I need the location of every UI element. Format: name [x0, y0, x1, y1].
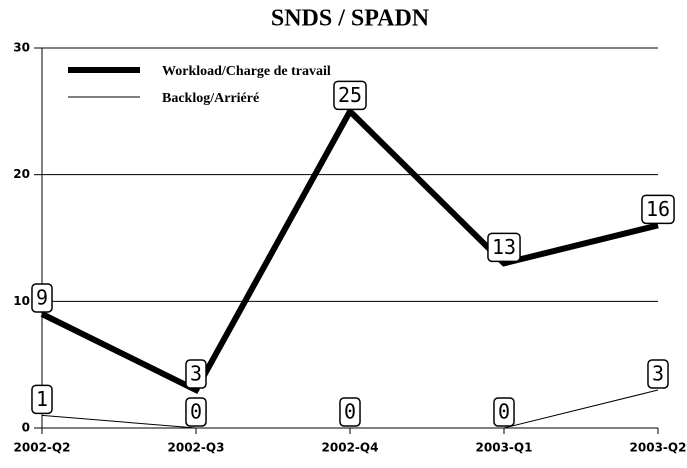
data-label-box	[185, 397, 207, 427]
x-tick-label: 2003-Q1	[476, 441, 533, 455]
y-tick-label: 0	[22, 421, 30, 435]
data-label-text: 0	[190, 400, 202, 424]
data-label-box	[333, 80, 367, 111]
data-label-text: 0	[498, 400, 510, 424]
data-label: 25	[333, 80, 367, 111]
data-label-box	[647, 359, 669, 389]
data-label-text: 1	[36, 387, 48, 411]
data-label-box	[487, 232, 521, 263]
legend-label: Backlog/Arriéré	[162, 91, 259, 106]
y-tick-label: 30	[13, 41, 30, 55]
x-tick-label: 2002-Q2	[14, 441, 71, 455]
data-label: 0	[339, 397, 361, 427]
data-label-text: 16	[646, 197, 670, 221]
data-label-box	[31, 283, 53, 313]
data-label: 16	[641, 194, 675, 225]
data-label: 9	[31, 283, 53, 313]
data-label-box	[493, 397, 515, 427]
y-tick-label: 10	[13, 294, 30, 308]
legend-label: Workload/Charge de travail	[162, 64, 331, 79]
data-label: 13	[487, 232, 521, 263]
series-line	[40, 106, 659, 394]
data-label: 3	[185, 359, 207, 389]
data-label: 0	[185, 397, 207, 427]
chart-title: SNDS / SPADN	[271, 6, 430, 32]
data-label-text: 3	[190, 362, 202, 386]
data-label-box	[185, 359, 207, 389]
data-label-text: 0	[344, 400, 356, 424]
data-label-box	[641, 194, 675, 225]
series-line	[41, 389, 659, 429]
data-label: 0	[493, 397, 515, 427]
data-label-text: 25	[338, 83, 362, 107]
data-label-text: 9	[36, 286, 48, 310]
x-tick-label: 2003-Q2	[630, 441, 687, 455]
y-tick-label: 20	[13, 167, 30, 181]
data-label-text: 13	[492, 235, 516, 259]
data-label: 3	[647, 359, 669, 389]
data-label-box	[339, 397, 361, 427]
x-tick-label: 2002-Q3	[168, 441, 225, 455]
x-tick-label: 2002-Q4	[322, 441, 379, 455]
data-label: 1	[31, 384, 53, 415]
data-label-text: 3	[652, 362, 664, 386]
data-label-box	[31, 384, 53, 415]
